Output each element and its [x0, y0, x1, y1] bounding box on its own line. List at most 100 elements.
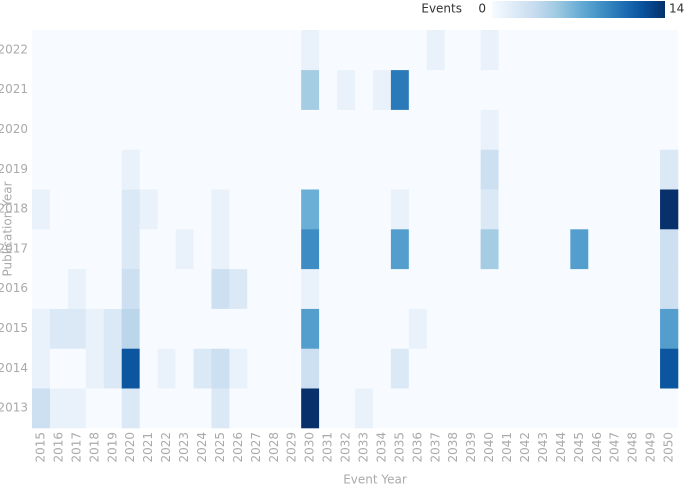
- heatmap-cell: [121, 189, 140, 230]
- heatmap-cell: [247, 308, 266, 349]
- heatmap-cell: [283, 69, 302, 110]
- heatmap-cell: [229, 189, 248, 230]
- heatmap-cell: [606, 109, 625, 150]
- heatmap-cell: [139, 189, 158, 230]
- heatmap-cell: [211, 189, 230, 230]
- heatmap-cell: [229, 149, 248, 190]
- heatmap-cell: [337, 69, 356, 110]
- heatmap-cell: [319, 109, 338, 150]
- heatmap-cell: [121, 229, 140, 270]
- heatmap-cell: [355, 149, 374, 190]
- x-tick-label: 2037: [428, 432, 442, 463]
- heatmap-cell: [175, 268, 194, 309]
- heatmap-cell: [570, 268, 589, 309]
- heatmap-cell: [355, 348, 374, 389]
- heatmap-cell: [49, 308, 69, 349]
- heatmap-cell: [211, 69, 230, 110]
- heatmap-cell: [229, 30, 248, 71]
- heatmap-cell: [444, 30, 463, 71]
- heatmap-cell: [408, 149, 428, 190]
- heatmap-cell: [552, 229, 571, 270]
- heatmap-cell: [85, 348, 105, 389]
- heatmap-cell: [301, 30, 320, 71]
- heatmap-cell: [85, 149, 105, 190]
- heatmap-cell: [32, 388, 51, 429]
- heatmap-cell: [372, 30, 392, 71]
- heatmap-cell: [265, 69, 284, 110]
- heatmap-cell: [175, 388, 194, 429]
- heatmap-cell: [139, 109, 158, 150]
- x-tick-label: 2018: [87, 432, 101, 463]
- heatmap-cell: [624, 69, 643, 110]
- heatmap-cell: [139, 348, 158, 389]
- heatmap-cell: [139, 30, 158, 71]
- heatmap-cell: [534, 30, 553, 71]
- heatmap-cell: [660, 30, 679, 71]
- heatmap-cell: [85, 388, 105, 429]
- heatmap-cell: [103, 268, 123, 309]
- x-tick-label: 2046: [590, 432, 604, 463]
- heatmap-cell: [103, 189, 123, 230]
- heatmap-cell: [462, 348, 481, 389]
- heatmap-cell: [660, 308, 679, 349]
- heatmap-cell: [642, 229, 661, 270]
- heatmap-cell: [265, 388, 284, 429]
- y-tick-label: 2019: [0, 162, 28, 176]
- heatmap-cell: [32, 308, 51, 349]
- heatmap-cell: [49, 30, 69, 71]
- y-tick-label: 2013: [0, 401, 28, 415]
- heatmap-cell: [157, 229, 176, 270]
- x-tick-label: 2030: [303, 432, 317, 463]
- x-tick-label: 2042: [518, 432, 532, 463]
- heatmap-cell: [372, 308, 392, 349]
- heatmap-cell: [49, 149, 69, 190]
- x-tick-label: 2036: [410, 432, 424, 463]
- heatmap-cell: [229, 69, 248, 110]
- heatmap-cell: [193, 109, 212, 150]
- x-tick-label: 2017: [69, 432, 83, 463]
- heatmap-cell: [139, 149, 158, 190]
- x-tick-label: 2038: [446, 432, 460, 463]
- heatmap-cell: [408, 109, 428, 150]
- heatmap-cell: [211, 348, 230, 389]
- heatmap-cell: [211, 388, 230, 429]
- heatmap-cell: [570, 109, 589, 150]
- heatmap-cell: [121, 109, 140, 150]
- heatmap-cell: [301, 109, 320, 150]
- heatmap-cell: [498, 69, 517, 110]
- heatmap-cell: [570, 388, 589, 429]
- heatmap-cell: [444, 189, 463, 230]
- heatmap-cell: [32, 69, 51, 110]
- heatmap-cell: [390, 109, 410, 150]
- heatmap-cell: [372, 149, 392, 190]
- heatmap-cell: [49, 268, 69, 309]
- heatmap-cell: [319, 149, 338, 190]
- heatmap-cell: [552, 268, 571, 309]
- heatmap-cell: [444, 268, 463, 309]
- heatmap-cell: [121, 308, 140, 349]
- heatmap-cell: [103, 388, 123, 429]
- heatmap-cell: [606, 30, 625, 71]
- heatmap-cell: [247, 109, 266, 150]
- heatmap-cell: [408, 268, 428, 309]
- y-tick-label: 2015: [0, 321, 28, 335]
- heatmap-cell: [32, 268, 51, 309]
- heatmap-cell: [157, 69, 176, 110]
- heatmap-cell: [588, 30, 607, 71]
- heatmap-cell: [67, 348, 87, 389]
- heatmap-cell: [247, 149, 266, 190]
- heatmap-cell: [588, 268, 607, 309]
- heatmap-cell: [642, 109, 661, 150]
- heatmap-cell: [660, 189, 679, 230]
- colorbar-label: Events: [421, 2, 462, 16]
- heatmap-cell: [516, 348, 535, 389]
- heatmap-cell: [355, 30, 374, 71]
- heatmap-cell: [498, 229, 517, 270]
- heatmap-cell: [480, 229, 499, 270]
- heatmap-cell: [193, 388, 212, 429]
- heatmap-cell: [660, 149, 679, 190]
- heatmap-cell: [624, 388, 643, 429]
- x-tick-label: 2032: [339, 432, 353, 463]
- heatmap-cell: [355, 388, 374, 429]
- heatmap-cell: [372, 189, 392, 230]
